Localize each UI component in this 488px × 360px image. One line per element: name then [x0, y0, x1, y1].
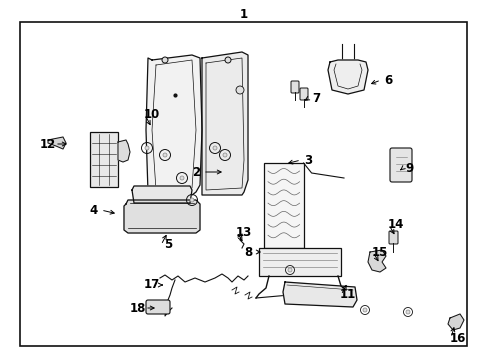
Text: 7: 7: [311, 91, 320, 104]
Text: 15: 15: [371, 246, 387, 258]
Polygon shape: [124, 200, 200, 233]
Text: 9: 9: [405, 162, 413, 175]
Text: 18: 18: [129, 302, 146, 315]
Circle shape: [224, 57, 230, 63]
Polygon shape: [118, 140, 130, 162]
Text: 13: 13: [235, 225, 252, 238]
Text: 11: 11: [339, 288, 355, 302]
Circle shape: [163, 153, 167, 157]
Polygon shape: [367, 250, 385, 272]
Circle shape: [162, 57, 168, 63]
FancyBboxPatch shape: [290, 81, 298, 93]
Text: 17: 17: [143, 279, 160, 292]
Circle shape: [190, 198, 194, 202]
Circle shape: [180, 176, 183, 180]
Circle shape: [223, 153, 226, 157]
FancyBboxPatch shape: [299, 88, 307, 100]
FancyBboxPatch shape: [388, 231, 397, 244]
Text: 16: 16: [449, 332, 465, 345]
Polygon shape: [202, 52, 247, 195]
FancyBboxPatch shape: [146, 300, 170, 314]
Polygon shape: [327, 60, 367, 94]
Text: 8: 8: [244, 246, 252, 258]
Bar: [90, 132, 118, 187]
Polygon shape: [146, 55, 202, 195]
Polygon shape: [48, 137, 66, 149]
Polygon shape: [447, 314, 463, 330]
Text: 14: 14: [387, 219, 404, 231]
Text: 2: 2: [192, 166, 200, 179]
Bar: [259, 248, 340, 276]
Polygon shape: [132, 186, 192, 203]
Text: 3: 3: [304, 153, 311, 166]
Circle shape: [287, 268, 291, 272]
Circle shape: [145, 146, 149, 150]
Text: 5: 5: [163, 238, 172, 252]
Circle shape: [213, 146, 217, 150]
Circle shape: [236, 86, 244, 94]
Text: 10: 10: [143, 108, 160, 122]
FancyBboxPatch shape: [389, 148, 411, 182]
Polygon shape: [283, 282, 356, 307]
Bar: [264, 163, 303, 248]
Text: 1: 1: [240, 8, 247, 21]
Text: 4: 4: [90, 203, 98, 216]
Text: 12: 12: [40, 138, 56, 150]
Circle shape: [405, 310, 409, 314]
Circle shape: [362, 308, 366, 312]
Text: 6: 6: [383, 73, 391, 86]
